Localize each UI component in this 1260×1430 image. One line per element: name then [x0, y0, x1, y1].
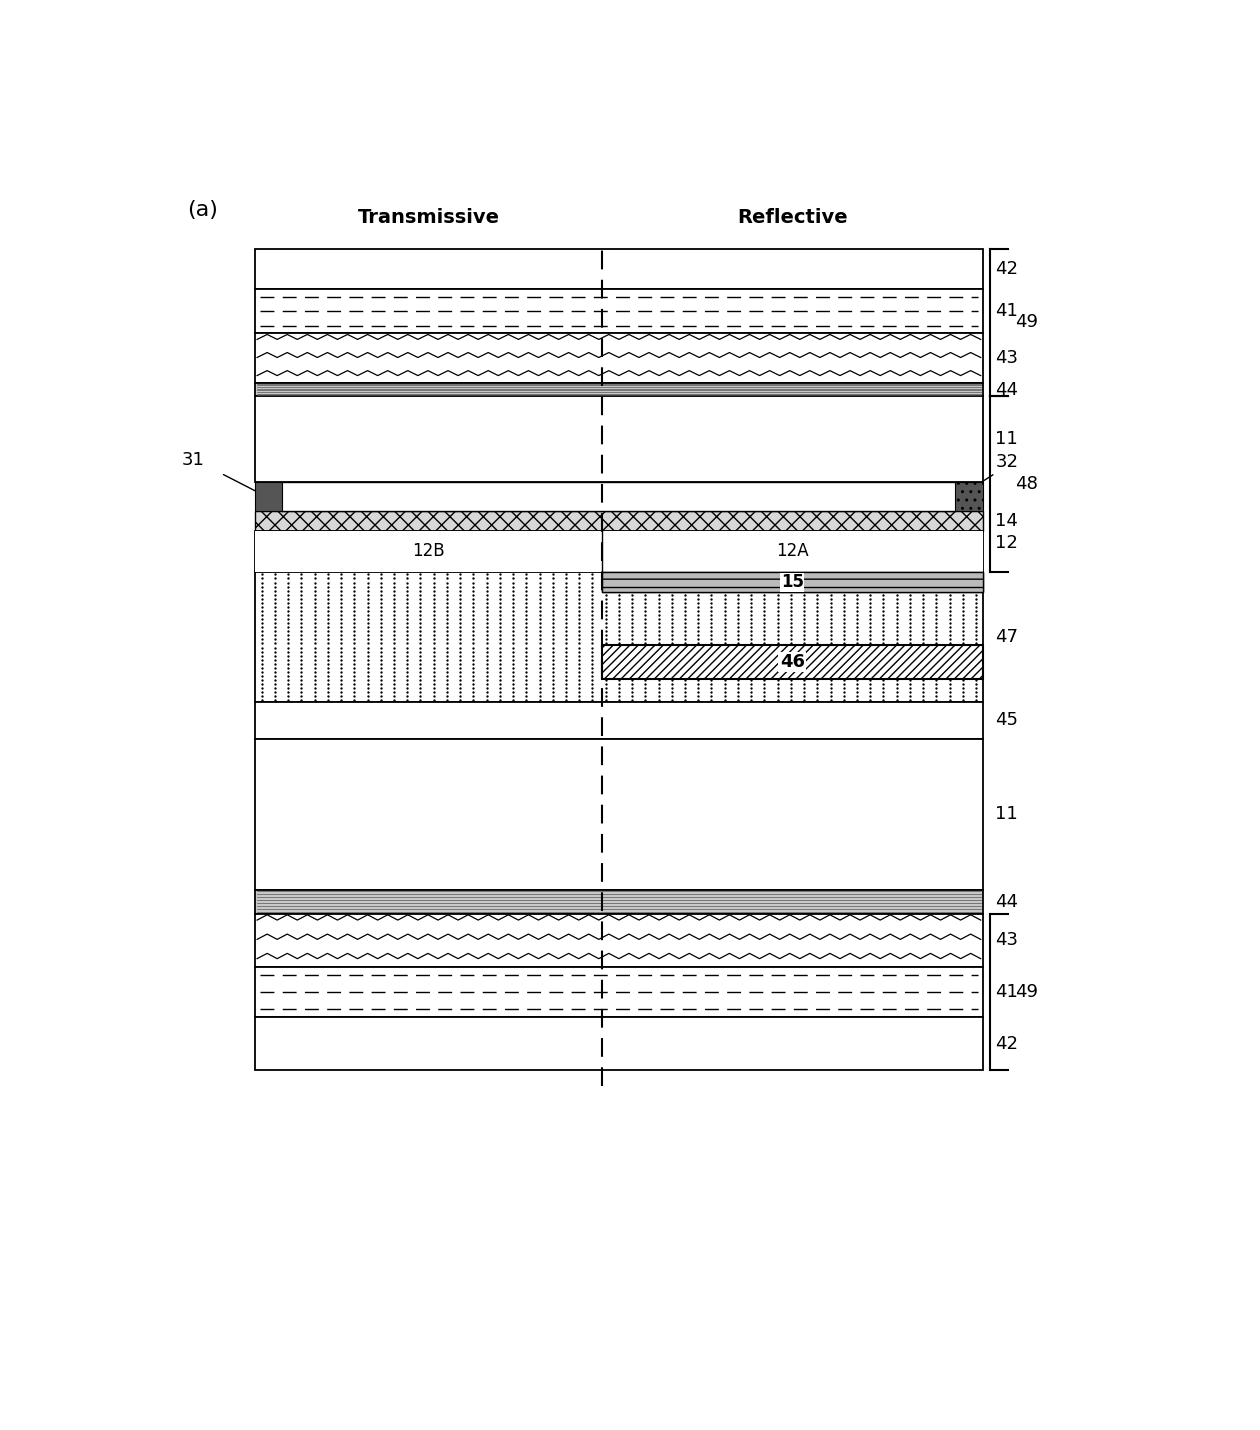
Bar — [255, 572, 983, 702]
Bar — [255, 249, 983, 289]
Bar — [255, 531, 602, 572]
Bar — [282, 482, 955, 511]
Text: 32: 32 — [995, 453, 1018, 470]
Text: 49: 49 — [1014, 313, 1038, 332]
Text: 42: 42 — [995, 1035, 1018, 1052]
Text: 31: 31 — [181, 450, 205, 469]
Text: 45: 45 — [995, 712, 1018, 729]
Text: 48: 48 — [1014, 475, 1038, 493]
Bar — [255, 511, 983, 531]
Text: 42: 42 — [995, 260, 1018, 277]
Text: Transmissive: Transmissive — [358, 207, 499, 226]
Bar — [255, 739, 983, 889]
Text: 15: 15 — [781, 573, 804, 592]
Text: 12B: 12B — [412, 542, 445, 561]
Bar — [255, 1017, 983, 1070]
Bar — [255, 289, 983, 333]
Text: 43: 43 — [995, 349, 1018, 368]
Text: 12A: 12A — [776, 542, 809, 561]
Text: 47: 47 — [995, 628, 1018, 646]
Bar — [255, 482, 282, 511]
Text: 41: 41 — [995, 302, 1018, 320]
Text: 44: 44 — [995, 380, 1018, 399]
Text: 11: 11 — [995, 805, 1018, 824]
Text: 46: 46 — [780, 654, 805, 671]
Bar — [955, 482, 983, 511]
Text: 14: 14 — [995, 512, 1018, 529]
Bar — [602, 531, 983, 572]
Text: 44: 44 — [995, 892, 1018, 911]
Bar — [255, 383, 983, 396]
Bar — [255, 967, 983, 1017]
Bar — [602, 572, 983, 592]
Bar — [255, 702, 983, 739]
Text: 12: 12 — [995, 533, 1018, 552]
Text: (a): (a) — [186, 200, 218, 220]
Text: 15: 15 — [781, 573, 804, 592]
Text: 49: 49 — [1014, 982, 1038, 1001]
Bar — [602, 572, 983, 592]
Bar — [255, 889, 983, 914]
Text: 43: 43 — [995, 931, 1018, 950]
Bar — [255, 531, 983, 572]
Bar — [255, 333, 983, 383]
Bar — [255, 396, 983, 482]
Bar — [602, 645, 983, 679]
Text: 41: 41 — [995, 982, 1018, 1001]
Bar — [255, 914, 983, 967]
Text: Reflective: Reflective — [737, 207, 848, 226]
Text: 11: 11 — [995, 430, 1018, 448]
